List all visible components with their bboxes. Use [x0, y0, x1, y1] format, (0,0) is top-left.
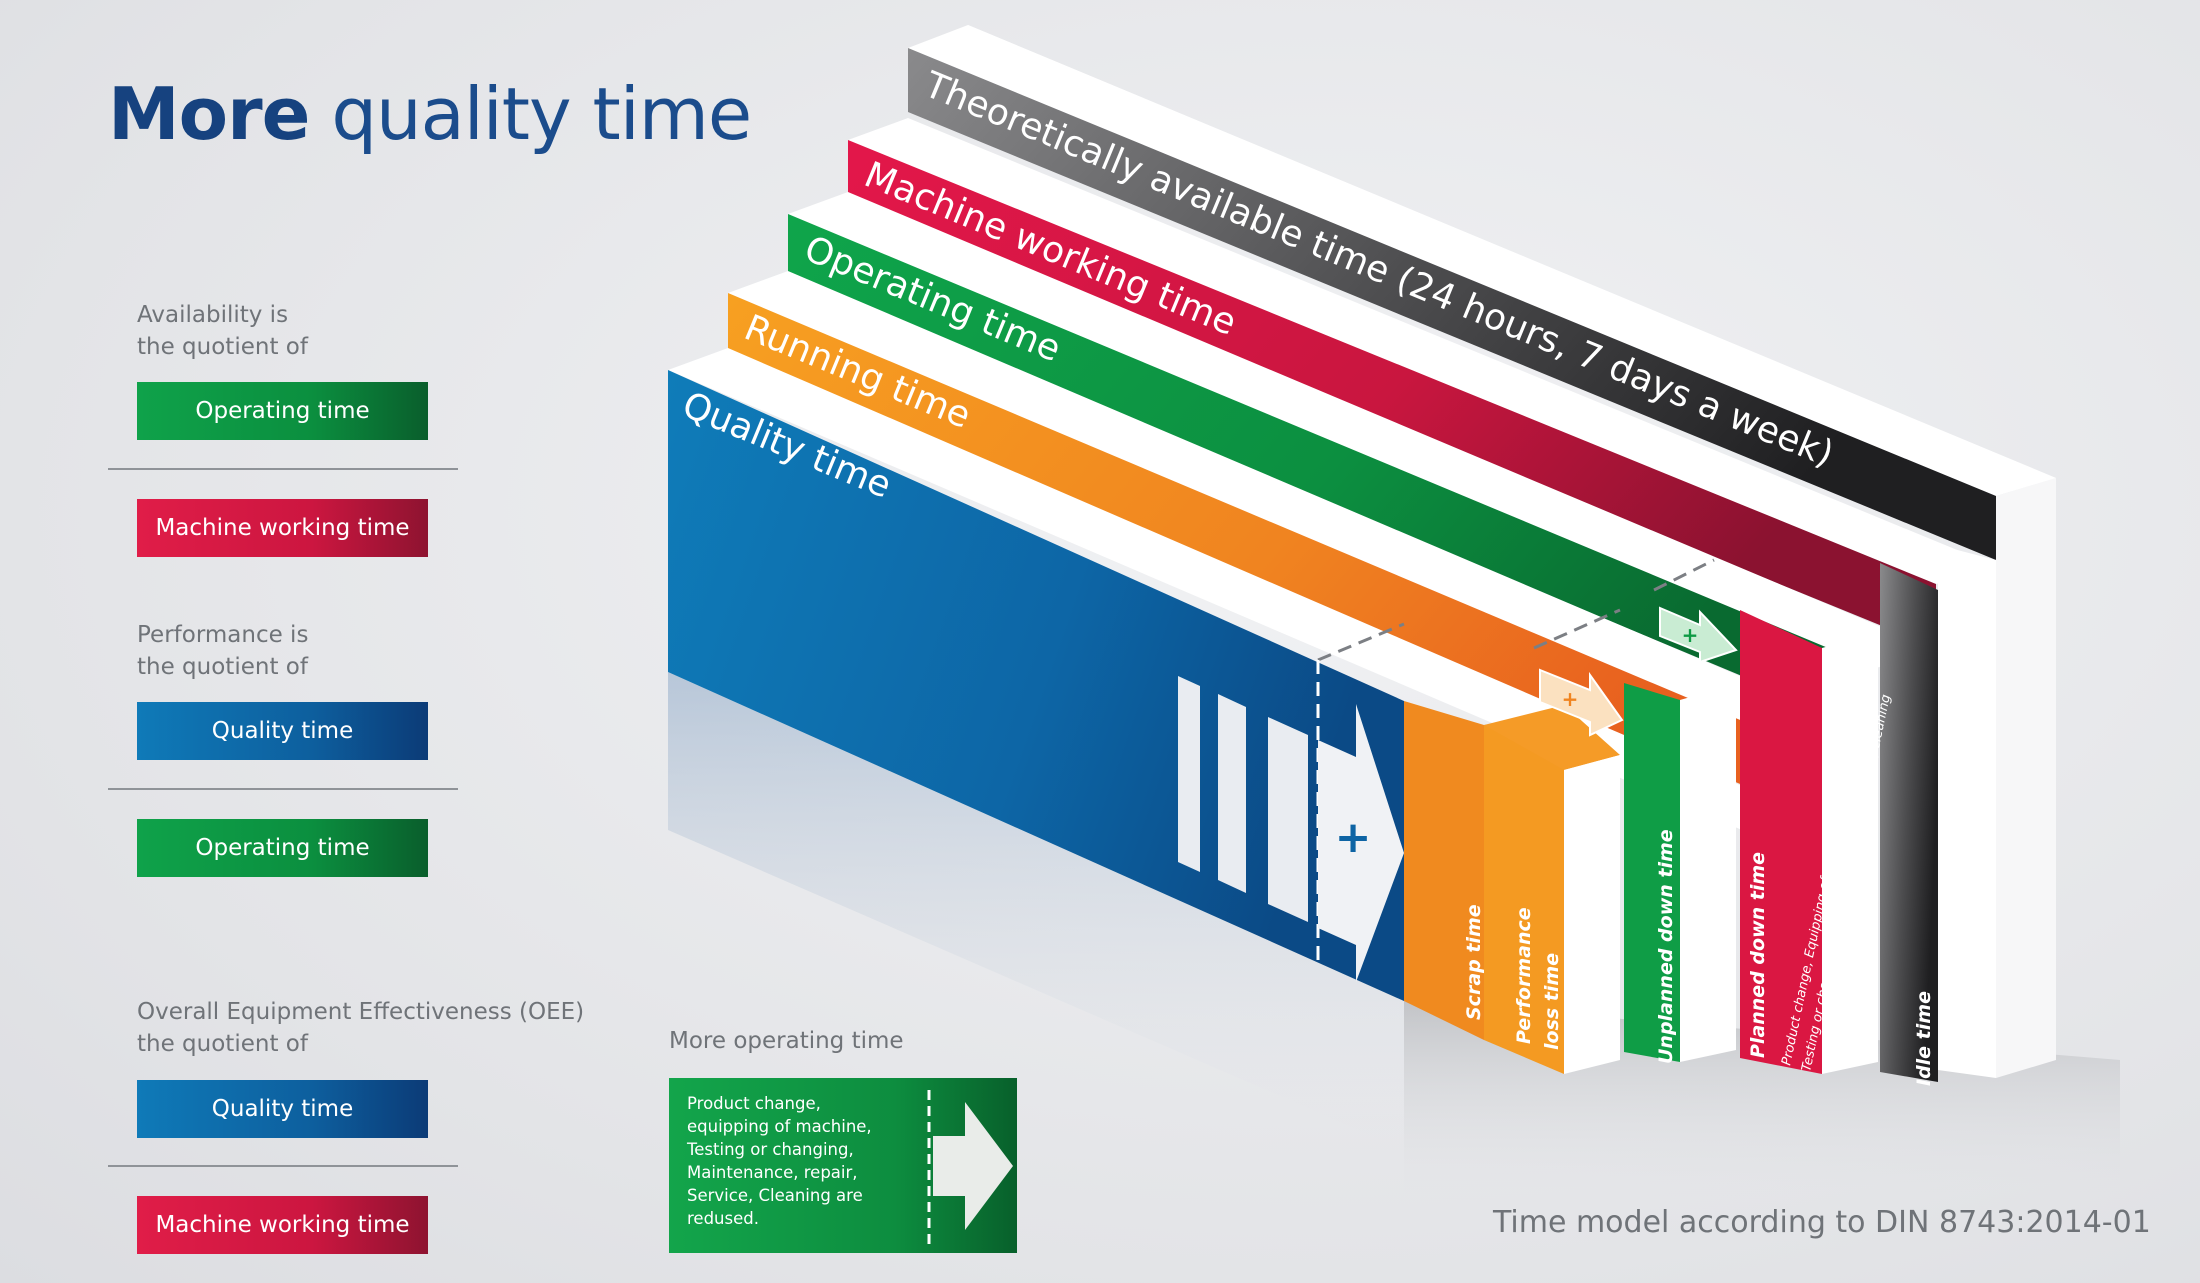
- more-operating-arrow: [927, 1090, 1013, 1246]
- scrap-block-front: [1404, 701, 1484, 1040]
- planned-block-side: [1822, 632, 1878, 1074]
- theoretical-layer-lid: [908, 25, 2056, 496]
- oee-fraction-line: [108, 1165, 458, 1167]
- machine-layer-lid: [848, 118, 1996, 584]
- theoretical-layer-side: [1996, 478, 2056, 1078]
- running-layer-lid: [728, 271, 1876, 752]
- machine-layer-band: [848, 140, 1936, 648]
- floor-reflection: [668, 672, 1404, 1150]
- oee-label-line2: the quotient of: [137, 1031, 308, 1057]
- idle-block-front: [1880, 563, 1938, 1082]
- green-arrow: +: [1659, 606, 1738, 664]
- performance-label-line2: the quotient of: [137, 654, 308, 680]
- unplanned-block-side: [1680, 684, 1736, 1062]
- performance-denominator-box: Operating time: [137, 819, 428, 877]
- planned-down-time-label: Planned down time: [1747, 852, 1769, 1058]
- performance-block-front: [1484, 715, 1564, 1074]
- availability-denominator-box: Machine working time: [137, 499, 428, 557]
- dashed-boundary-1: [1317, 622, 1405, 662]
- page-title: More quality time: [108, 72, 752, 156]
- title-bold: More: [108, 72, 310, 156]
- more-operating-time-box: Product change, equipping of machine, Te…: [669, 1078, 1017, 1253]
- idle-time-label: Idle time: [1913, 991, 1935, 1086]
- performance-fraction-line: [108, 788, 458, 790]
- oee-label-line1: Overall Equipment Effectiveness (OEE): [137, 999, 585, 1025]
- performance-numerator-box: Quality time: [137, 702, 428, 760]
- orange-arrow: +: [1539, 668, 1624, 737]
- title-rest: quality time: [309, 72, 752, 156]
- operating-layer-lid: [788, 192, 1936, 668]
- unplanned-block-front: [1624, 683, 1680, 1062]
- theoretical-layer-band: [908, 48, 1996, 560]
- more-operating-time-label: More operating time: [669, 1028, 904, 1054]
- performance-loss-label-1: Performance: [1513, 907, 1535, 1044]
- performance-block-top: [1484, 705, 1620, 770]
- performance-block-side: [1564, 755, 1620, 1074]
- oee-numerator-box: Quality time: [137, 1080, 428, 1138]
- green-arrow-plus: +: [1682, 623, 1699, 647]
- more-operating-time-text: Product change, equipping of machine, Te…: [687, 1094, 872, 1228]
- quality-arrow-plus: +: [1335, 812, 1372, 863]
- performance-label-line1: Performance is: [137, 622, 309, 648]
- performance-loss-label-2: loss time: [1541, 953, 1563, 1050]
- availability-label-line2: the quotient of: [137, 334, 308, 360]
- availability-numerator-box: Operating time: [137, 382, 428, 440]
- quality-growth-arrow: +: [1178, 676, 1404, 982]
- availability-label-line1: Availability is: [137, 302, 289, 328]
- theoretical-layer-front: [1938, 545, 1996, 1078]
- dashed-boundary-2: [1533, 608, 1621, 650]
- unplanned-down-time-label: Unplanned down time: [1655, 829, 1677, 1064]
- operating-layer-band: [788, 214, 1876, 732]
- oee-denominator-box: Machine working time: [137, 1196, 428, 1254]
- planned-block-front: [1740, 610, 1822, 1074]
- din-time-model-note: Time model according to DIN 8743:2014-01: [1493, 1205, 2151, 1240]
- scrap-time-label: Scrap time: [1463, 904, 1485, 1020]
- orange-arrow-plus: +: [1562, 687, 1579, 711]
- availability-fraction-line: [108, 468, 458, 470]
- dashed-boundary-3: [1653, 558, 1715, 592]
